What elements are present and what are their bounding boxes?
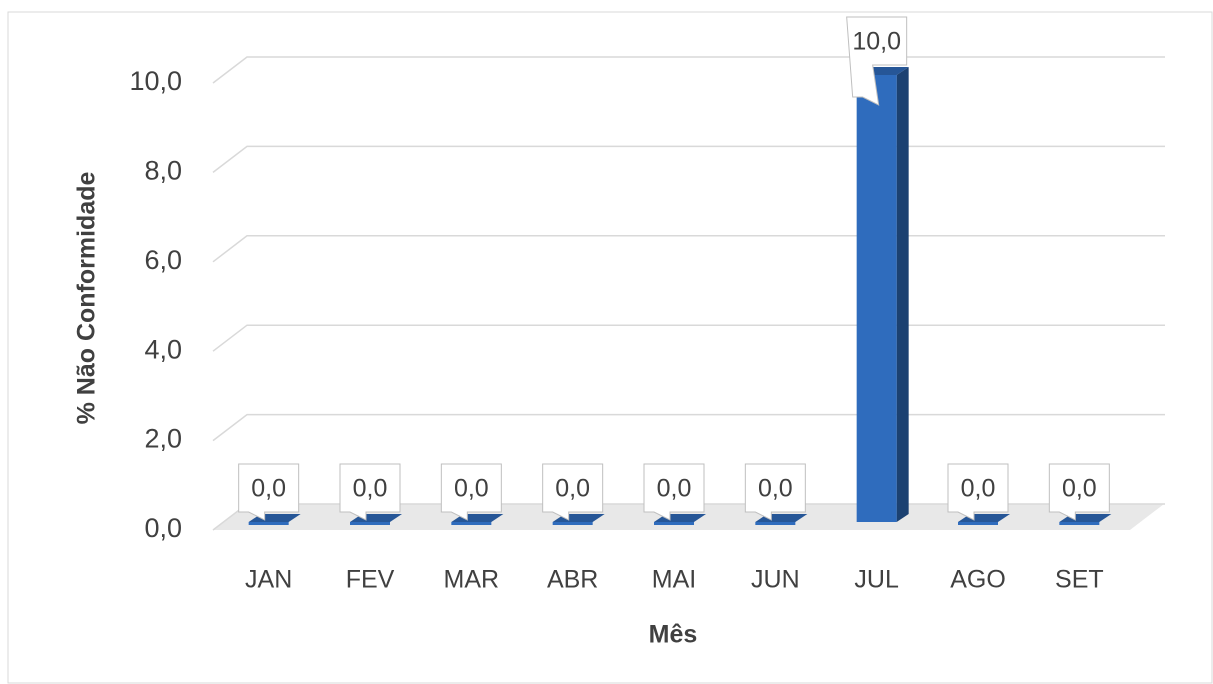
x-tick-label: JAN [245, 566, 292, 594]
value-label: 0,0 [961, 475, 996, 503]
bar [755, 522, 796, 525]
value-label-callout [238, 463, 300, 521]
value-label: 0,0 [353, 475, 388, 503]
y-tick-label: 4,0 [144, 334, 182, 364]
value-label: 0,0 [454, 475, 489, 503]
y-axis-title: % Não Conformidade [73, 172, 101, 425]
y-tick-label: 0,0 [144, 513, 182, 543]
x-tick-label: JUN [751, 566, 800, 594]
value-label-callout [339, 463, 401, 521]
x-tick-label: AGO [950, 566, 1006, 594]
bar [350, 522, 390, 525]
bar [451, 522, 492, 525]
value-label: 0,0 [758, 475, 793, 503]
value-label: 0,0 [657, 475, 692, 503]
x-tick-label: MAR [444, 566, 500, 594]
y-tick-label: 10,0 [129, 66, 182, 96]
x-tick-label: JUL [854, 566, 899, 594]
x-axis-title: Mês [649, 621, 698, 649]
chart-frame [7, 11, 1213, 684]
value-label-callout [744, 463, 806, 521]
x-tick-label: FEV [346, 566, 395, 594]
value-label-callout [947, 463, 1009, 521]
y-tick-label: 8,0 [144, 156, 182, 186]
value-label: 0,0 [555, 475, 590, 503]
bar [958, 522, 998, 525]
bar [248, 522, 289, 525]
value-label: 10,0 [852, 28, 901, 56]
x-tick-label: SET [1055, 566, 1104, 594]
bar [1059, 522, 1100, 525]
value-label-callout [542, 463, 604, 521]
value-label-callout [440, 463, 502, 521]
bar [654, 522, 694, 525]
value-label-callout [1048, 463, 1110, 521]
bar-side [896, 67, 909, 522]
x-tick-label: MAI [652, 566, 696, 594]
bar [856, 75, 897, 522]
value-label: 0,0 [1062, 475, 1097, 503]
y-tick-label: 6,0 [144, 245, 182, 275]
value-label: 0,0 [251, 475, 286, 503]
y-tick-label: 2,0 [144, 424, 182, 454]
bar [552, 522, 593, 525]
value-label-callout [643, 463, 705, 521]
x-tick-label: ABR [547, 566, 598, 594]
value-label-callout [846, 16, 908, 106]
